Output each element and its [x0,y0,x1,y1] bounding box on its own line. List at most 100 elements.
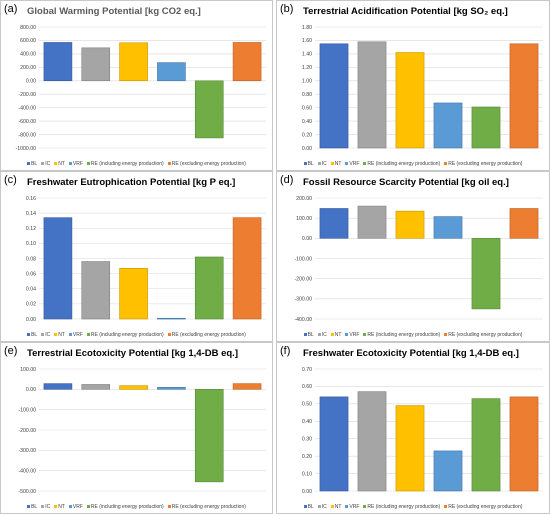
bar-vrf [157,386,186,390]
y-tick-label: 100.00 [296,216,312,222]
legend-swatch [363,505,367,509]
legend-item: NT [54,332,65,338]
y-tick-label: -200.00 [294,276,312,282]
y-tick-label: 600.00 [20,38,36,44]
chart-panel-f: (f) Freshwater Ecotoxicity Potential [kg… [276,342,550,514]
y-tick-label: 0.10 [26,241,36,247]
legend-item: NT [330,504,342,510]
panel-label: (e) [4,345,18,357]
legend-item: RE (excluding energy production) [444,332,522,338]
legend-label: VRF [72,161,83,167]
y-tick-label: 0.50 [302,402,312,408]
bar-re-excl [232,383,262,390]
chart-legend: BL IC NT VRF RE (including energy production… [1,332,272,338]
y-tick-label: 1.60 [302,38,312,44]
y-tick-label: -400.00 [294,317,312,323]
legend-label: IC [321,504,327,510]
bar-re-excl [509,43,539,149]
y-tick-label: -800.00 [18,132,36,138]
y-tick-label: 0.00 [302,489,312,495]
bar-re-incl [471,398,501,492]
bar-vrf [157,62,186,82]
legend-item: BL [303,161,314,167]
bar-re-incl [194,80,224,139]
legend-swatch [86,333,90,337]
legend-swatch [54,162,58,166]
legend-label: VRF [72,504,83,510]
legend-label: NT [334,504,342,510]
legend-label: RE (excluding energy production) [448,161,523,167]
legend-label: RE (including energy production) [367,161,441,167]
legend-item: VRF [68,332,83,338]
legend-label: RE (excluding energy production) [171,332,246,338]
legend-item: BL [27,161,37,167]
chart-plot: 1.80 1.60 1.40 1.20 1.00 0.80 0.60 0.40 0.20 0.00 [302,25,543,152]
bar-bl [319,208,349,239]
legend-label: RE (excluding energy production) [171,161,246,167]
bar-re-incl [194,256,224,320]
bar-nt [119,42,148,82]
legend-item: RE (excluding energy production) [167,332,246,338]
chart-panel-b: (b) Terrestrial Acidification Potential … [276,0,550,171]
legend-item: NT [330,332,342,338]
legend-item: NT [54,161,65,167]
legend-label: IC [45,161,51,167]
chart-panel-a: (a) Global Warming Potential [kg CO2 eq.… [0,0,273,171]
legend-item: IC [317,504,327,510]
legend-item: RE (including energy production) [86,161,164,167]
legend-item: NT [330,161,342,167]
legend-label: NT [334,161,342,167]
legend-label: BL [31,161,38,167]
bar-vrf [433,102,463,149]
legend-label: RE (including energy production) [90,504,164,510]
y-tick-label: 200.00 [296,196,312,202]
y-tick-label: -300.00 [18,448,36,454]
y-tick-label: 0.00 [302,146,312,152]
legend-item: RE (including energy production) [86,504,164,510]
legend-label: IC [321,332,327,338]
legend-label: VRF [72,332,83,338]
chart-title: Terrestrial Ecotoxicity Potential [kg 1,… [27,348,238,359]
legend-swatch [444,505,448,509]
y-tick-label: 0.60 [302,105,312,111]
legend-swatch [303,162,307,166]
legend-item: RE (excluding energy production) [444,504,522,510]
y-tick-label: 800.00 [20,25,36,31]
bar-ic [81,47,111,82]
legend-swatch [345,333,349,337]
y-tick-label: 0.12 [26,226,36,232]
chart-title: Freshwater Ecotoxicity Potential [kg 1,4… [303,348,519,359]
legend-item: VRF [345,504,359,510]
legend-item: BL [303,332,314,338]
legend-label: NT [58,161,65,167]
y-tick-label: -400.00 [18,468,36,474]
y-tick-label: 1.00 [302,79,312,85]
legend-label: IC [321,161,327,167]
legend-label: BL [307,161,314,167]
legend-label: NT [334,332,342,338]
y-tick-label: -100.00 [294,256,312,262]
panel-label: (d) [280,174,294,186]
bar-vrf [433,450,463,492]
panel-label: (a) [4,3,18,15]
legend-swatch [330,162,334,166]
chart-legend: BL IC NT VRF RE (including energy production… [277,161,549,167]
chart-plot: 0.70 0.60 0.50 0.40 0.30 0.20 0.10 0.00 [302,367,543,495]
y-tick-label: 200.00 [20,65,36,71]
panel-label: (b) [280,3,294,15]
chart-title: Freshwater Eutrophication Potential [kg … [27,177,236,188]
y-tick-label: 0.00 [26,79,36,85]
legend-swatch [345,162,349,166]
legend-swatch [27,505,31,509]
bar-re-excl [509,396,539,492]
legend-item: RE (including energy production) [363,332,440,338]
chart-panel-c: (c) Freshwater Eutrophication Potential … [0,171,273,342]
legend-item: VRF [345,161,359,167]
bar-re-incl [194,389,224,483]
legend-swatch [345,505,349,509]
legend-label: IC [45,332,51,338]
bar-ic [357,205,387,239]
legend-swatch [444,162,448,166]
legend-item: IC [41,504,50,510]
bar-nt [119,385,148,390]
